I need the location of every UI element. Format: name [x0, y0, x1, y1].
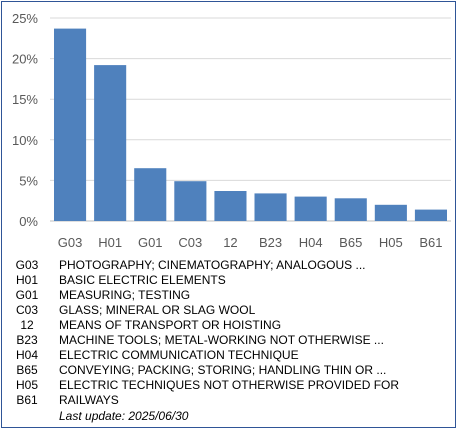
- bar-H05: [374, 204, 407, 221]
- legend-description: CONVEYING; PACKING; STORING; HANDLING TH…: [59, 363, 387, 377]
- bar-H01: [94, 65, 127, 221]
- legend-row: B23 MACHINE TOOLS; METAL-WORKING NOT OTHE…: [14, 333, 450, 348]
- bar-G01: [134, 168, 167, 221]
- legend-row: G03 PHOTOGRAPHY; CINEMATOGRAPHY; ANALOGOU…: [14, 258, 450, 273]
- legend-row: B65 CONVEYING; PACKING; STORING; HANDLING…: [14, 363, 450, 378]
- legend-code: H05: [15, 378, 38, 392]
- last-update-note: Last update: 2025/06/30: [59, 409, 189, 423]
- bars: [54, 28, 447, 221]
- legend-code: B61: [16, 393, 38, 407]
- y-tick-label: 5%: [19, 173, 38, 188]
- bar-H04: [294, 196, 327, 221]
- bar-B23: [254, 193, 287, 221]
- legend-row: B61 RAILWAYS: [14, 393, 450, 408]
- legend-row: C03 GLASS; MINERAL OR SLAG WOOL: [14, 303, 450, 318]
- y-tick-label: 20%: [12, 52, 38, 67]
- bar-B65: [334, 198, 367, 221]
- legend-description: MEASURING; TESTING: [59, 288, 191, 302]
- legend-description: BASIC ELECTRIC ELEMENTS: [59, 273, 226, 287]
- y-tick-label: 25%: [12, 11, 38, 26]
- legend-description: GLASS; MINERAL OR SLAG WOOL: [59, 303, 256, 317]
- legend-description: ELECTRIC TECHNIQUES NOT OTHERWISE PROVID…: [59, 378, 400, 392]
- legend-code: H04: [15, 348, 38, 362]
- x-tick-label: H04: [299, 235, 323, 250]
- legend-code: B65: [16, 363, 38, 377]
- bar-chart: 0% 5% 10% 15% 20% 25% G03 H01 G01 C03 12 B23 H04 B65…: [12, 11, 451, 250]
- legend-code: B23: [16, 333, 38, 347]
- x-axis-ticks: G03 H01 G01 C03 12 B23 H04 B65 H05 B61: [58, 235, 443, 250]
- legend-description: ELECTRIC COMMUNICATION TECHNIQUE: [59, 348, 299, 362]
- legend-row: H05 ELECTRIC TECHNIQUES NOT OTHERWISE PRO…: [14, 378, 450, 393]
- legend-description: MACHINE TOOLS; METAL-WORKING NOT OTHERWI…: [59, 333, 384, 347]
- x-tick-label: C03: [178, 235, 202, 250]
- x-tick-label: H01: [98, 235, 122, 250]
- y-tick-label: 10%: [12, 133, 38, 148]
- x-tick-label: G01: [138, 235, 163, 250]
- legend-code: G03: [15, 258, 39, 272]
- x-tick-label: 12: [223, 235, 237, 250]
- legend-row: H04 ELECTRIC COMMUNICATION TECHNIQUE: [14, 348, 450, 363]
- y-tick-label: 15%: [12, 92, 38, 107]
- x-tick-label: B65: [339, 235, 362, 250]
- category-legend: G03 PHOTOGRAPHY; CINEMATOGRAPHY; ANALOGOU…: [14, 258, 450, 408]
- legend-description: PHOTOGRAPHY; CINEMATOGRAPHY; ANALOGOUS .…: [59, 258, 366, 272]
- x-tick-label: H05: [379, 235, 403, 250]
- y-axis-ticks: 0% 5% 10% 15% 20% 25%: [12, 11, 38, 229]
- bar-12: [214, 191, 247, 221]
- x-tick-label: G03: [58, 235, 83, 250]
- legend-code: C03: [15, 303, 38, 317]
- legend-description: RAILWAYS: [59, 393, 119, 407]
- legend-code: 12: [20, 318, 34, 332]
- legend-row: 12 MEANS OF TRANSPORT OR HOISTING: [14, 318, 450, 333]
- x-tick-label: B23: [259, 235, 282, 250]
- legend-row: H01 BASIC ELECTRIC ELEMENTS: [14, 273, 450, 288]
- legend-description: MEANS OF TRANSPORT OR HOISTING: [59, 318, 282, 332]
- x-tick-label: B61: [419, 235, 442, 250]
- bar-G03: [54, 28, 87, 221]
- y-tick-label: 0%: [19, 214, 38, 229]
- legend-code: G01: [15, 288, 39, 302]
- bar-C03: [174, 181, 207, 221]
- bar-B61: [414, 209, 447, 221]
- legend-row: G01 MEASURING; TESTING: [14, 288, 450, 303]
- legend-code: H01: [15, 273, 38, 287]
